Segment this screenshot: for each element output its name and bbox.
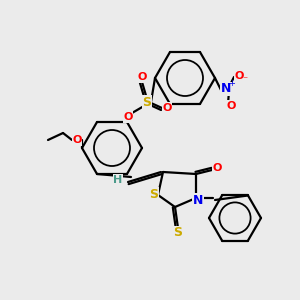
Text: S: S: [149, 188, 158, 200]
Text: O: O: [234, 71, 244, 81]
Text: ⁻: ⁻: [242, 75, 247, 85]
Text: O: O: [123, 112, 133, 122]
Text: N: N: [193, 194, 203, 206]
Text: N: N: [221, 82, 231, 95]
Text: H: H: [113, 175, 123, 185]
Text: O: O: [212, 163, 222, 173]
Text: O: O: [137, 72, 147, 82]
Text: O: O: [162, 103, 172, 113]
Text: +: +: [229, 80, 236, 88]
Text: O: O: [226, 101, 236, 111]
Text: O: O: [72, 135, 82, 145]
Text: S: S: [142, 95, 152, 109]
Text: S: S: [173, 226, 182, 239]
